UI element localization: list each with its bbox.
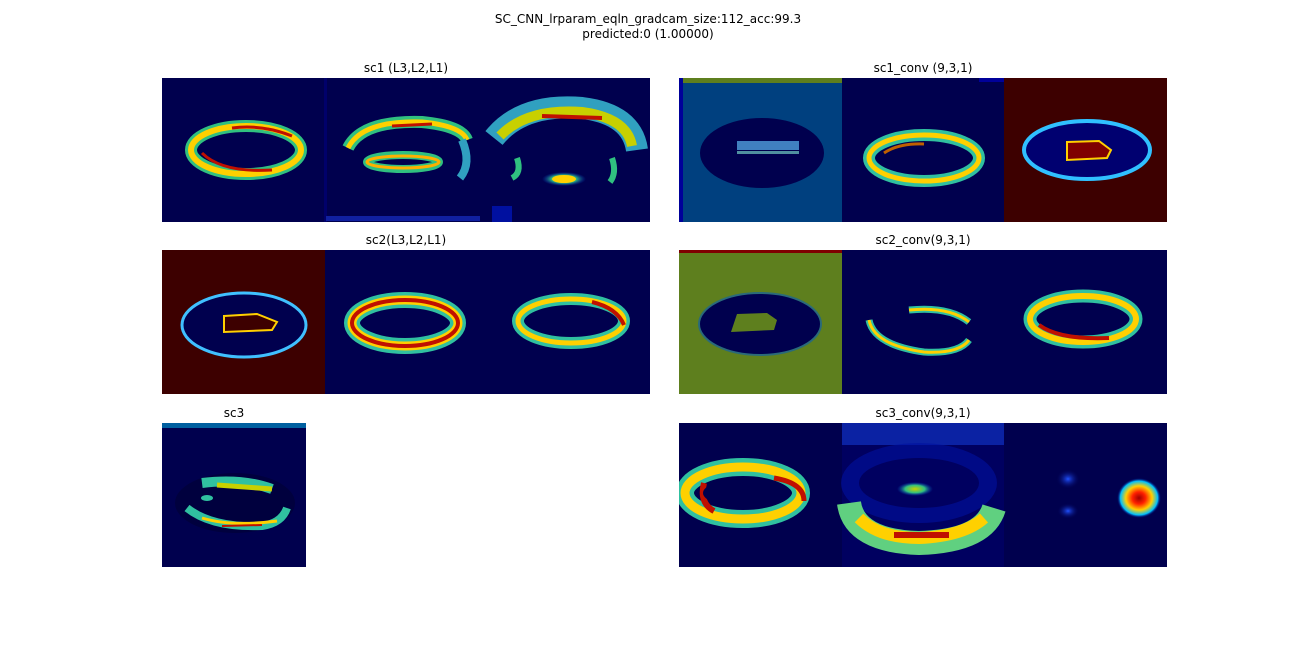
- heatmap-sc1-conv: [679, 78, 1167, 222]
- panel-title-sc3: sc3: [223, 406, 245, 420]
- heatmap-sc3-conv: [679, 423, 1167, 567]
- heatmap-sc2-conv: [679, 250, 1167, 394]
- panel-title-sc1-conv: sc1_conv (9,3,1): [873, 61, 973, 75]
- panel-title-sc1: sc1 (L3,L2,L1): [363, 61, 449, 75]
- figure-subtitle: predicted:0 (1.00000): [582, 27, 714, 41]
- heatmap-sc2: [162, 250, 650, 394]
- panel-title-sc2-conv: sc2_conv(9,3,1): [875, 233, 971, 247]
- panel-title-sc2: sc2(L3,L2,L1): [365, 233, 447, 247]
- figure-title: SC_CNN_lrparam_eqln_gradcam_size:112_acc…: [494, 12, 802, 26]
- panel-title-sc3-conv: sc3_conv(9,3,1): [875, 406, 971, 420]
- heatmap-sc1: [162, 78, 650, 222]
- heatmap-sc3: [162, 423, 306, 567]
